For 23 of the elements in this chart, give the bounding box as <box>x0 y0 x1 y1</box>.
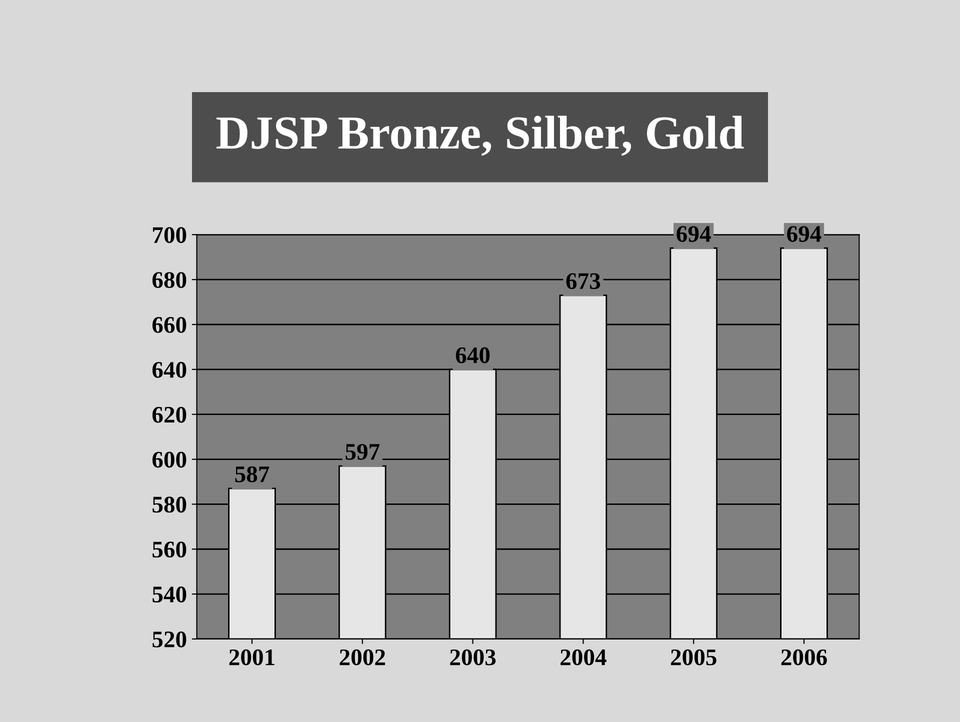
y-tick-label: 580 <box>152 496 186 513</box>
y-tick-label: 540 <box>152 586 186 602</box>
y-tick-label: 560 <box>152 542 186 558</box>
data-label: 673 <box>566 273 600 290</box>
data-label: 640 <box>456 347 490 364</box>
x-tick-label: 2002 <box>340 649 385 666</box>
data-label: 694 <box>676 226 711 242</box>
x-tick-label: 2001 <box>229 649 274 666</box>
data-label: 587 <box>235 466 270 482</box>
x-tick-label: 2004 <box>560 649 606 666</box>
y-tick-label: 680 <box>152 272 186 288</box>
data-label: 597 <box>346 444 380 460</box>
y-tick-label: 600 <box>152 452 186 468</box>
y-tick-label: 640 <box>152 362 186 378</box>
y-tick-label: 700 <box>153 227 186 244</box>
y-tick-label: 660 <box>152 316 186 333</box>
y-tick-label: 520 <box>152 631 186 648</box>
y-tick-label: 620 <box>152 406 186 423</box>
chart-title: DJSP Bronze, Silber, Gold <box>216 116 744 156</box>
x-tick-label: 2003 <box>450 649 496 666</box>
x-tick-label: 2005 <box>670 649 716 666</box>
x-tick-label: 2006 <box>781 649 827 666</box>
data-label: 694 <box>787 226 822 242</box>
